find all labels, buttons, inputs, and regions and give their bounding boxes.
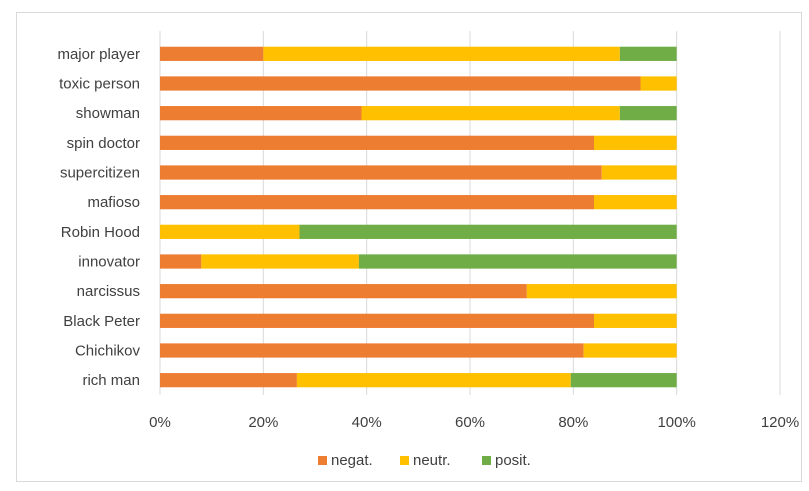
- category-label: rich man: [82, 372, 140, 389]
- x-tick-label: 40%: [352, 414, 382, 431]
- x-tick-label: 60%: [455, 414, 485, 431]
- bar-segment-neutr: [583, 343, 677, 358]
- bar-segment-negat: [160, 313, 594, 328]
- x-tick-label: 20%: [248, 414, 278, 431]
- bar-segment-negat: [160, 76, 641, 91]
- category-label: mafioso: [87, 194, 140, 211]
- bar-segment-neutr: [601, 165, 677, 180]
- bar-segment-neutr: [160, 224, 300, 239]
- bar-segment-negat: [160, 165, 602, 180]
- category-label: toxic person: [59, 76, 140, 93]
- bar-segment-posit: [570, 373, 677, 388]
- bar-segment-negat: [160, 373, 297, 388]
- bar-segment-neutr: [526, 284, 677, 299]
- category-label: innovator: [78, 254, 140, 271]
- bar-segment-neutr: [361, 106, 620, 121]
- legend-swatch: [318, 456, 327, 465]
- bar-segment-negat: [160, 46, 264, 61]
- category-label: narcissus: [77, 283, 140, 300]
- bar-segment-posit: [619, 106, 677, 121]
- bar-segment-neutr: [594, 135, 677, 150]
- bar-segment-neutr: [201, 254, 359, 269]
- bar-segment-negat: [160, 195, 594, 210]
- category-label: major player: [57, 46, 140, 63]
- gridlines: [159, 31, 781, 395]
- bar-segment-negat: [160, 284, 527, 299]
- bar-segment-posit: [619, 46, 677, 61]
- category-labels: major player toxic person showman spin doct…: [57, 46, 140, 389]
- bar-segment-posit: [358, 254, 677, 269]
- legend-swatch: [400, 456, 409, 465]
- bar-segment-neutr: [640, 76, 677, 91]
- category-label: spin doctor: [67, 135, 140, 152]
- x-tick-label: 80%: [558, 414, 588, 431]
- bar-segment-posit: [299, 224, 677, 239]
- bar-segment-neutr: [594, 195, 677, 210]
- category-label: supercitizen: [60, 165, 140, 182]
- x-tick-label: 120%: [761, 414, 799, 431]
- legend-swatch: [482, 456, 491, 465]
- legend: negat. neutr. posit.: [318, 452, 531, 469]
- category-label: showman: [76, 105, 140, 122]
- category-label: Chichikov: [75, 343, 141, 360]
- bar-segment-neutr: [594, 313, 677, 328]
- x-tick-label: 0%: [149, 414, 171, 431]
- bar-segment-neutr: [263, 46, 620, 61]
- bar-segment-negat: [160, 106, 362, 121]
- x-tick-labels: 0% 20% 40% 60% 80% 100% 120%: [149, 414, 799, 431]
- legend-label: posit.: [495, 452, 531, 469]
- bars: [160, 46, 677, 388]
- legend-label: negat.: [331, 452, 373, 469]
- legend-label: neutr.: [413, 452, 451, 469]
- bar-segment-negat: [160, 254, 202, 269]
- bar-segment-neutr: [296, 373, 571, 388]
- category-label: Robin Hood: [61, 224, 140, 241]
- category-label: Black Peter: [63, 313, 140, 330]
- bar-segment-negat: [160, 135, 594, 150]
- x-tick-label: 100%: [657, 414, 695, 431]
- bar-segment-negat: [160, 343, 584, 358]
